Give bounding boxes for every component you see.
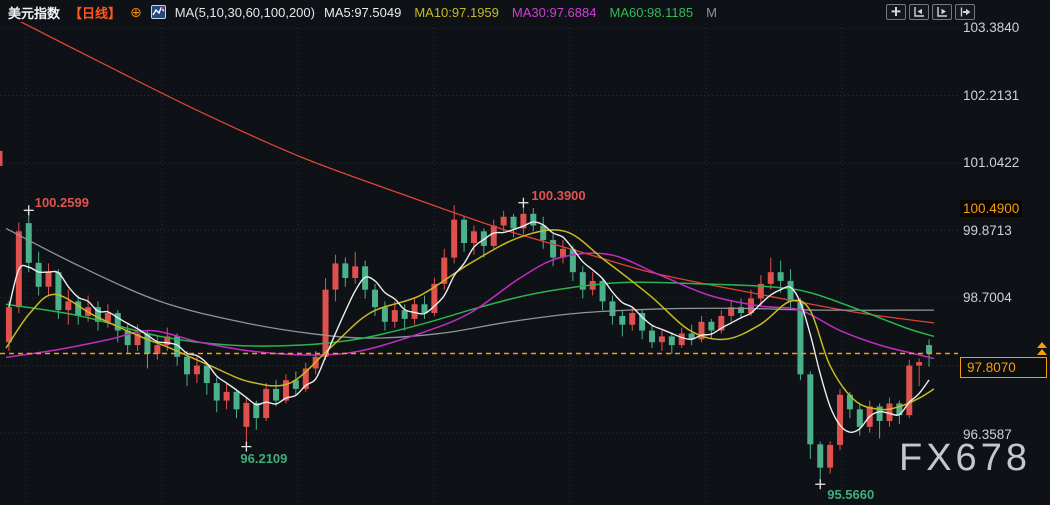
watermark: FX678 [899, 437, 1031, 479]
ma-value: MA30:97.6884 [511, 4, 597, 20]
price-tick-label: 96.3587 [963, 427, 1012, 442]
pan-tool-icon[interactable] [886, 4, 906, 20]
price-tick-label: 102.2131 [963, 87, 1020, 103]
chart-toolbar [886, 4, 975, 20]
low-price-annotation: 96.2109 [240, 450, 288, 466]
price-tick-label: 103.3840 [963, 20, 1020, 35]
scroll-to-latest-icon[interactable] [1037, 342, 1047, 356]
low-price-annotation: 95.5660 [827, 487, 875, 503]
ma-value: MA5:97.5049 [323, 4, 402, 20]
price-tick-label: 99.8713 [963, 222, 1012, 238]
indicator-chart-icon[interactable] [150, 5, 166, 19]
scale-axis-left-icon[interactable] [909, 4, 929, 20]
period-tag: 【日线】 [69, 5, 122, 21]
ma-value: MA60:98.1185 [609, 4, 694, 20]
indicator-label: MA(5,10,30,60,100,200) [174, 4, 315, 20]
ma-value: MA10:97.1959 [414, 4, 499, 20]
price-tick-label: 101.0422 [963, 155, 1020, 170]
high-price-annotation: 100.3900 [531, 187, 586, 203]
go-to-latest-icon[interactable] [955, 4, 975, 20]
price-tick-label: 98.7004 [963, 290, 1012, 305]
up-triangle-icon [1037, 349, 1047, 355]
current-price-box: 97.8070 [960, 356, 1047, 378]
high-price-annotation: 100.2599 [34, 195, 89, 211]
up-triangle-icon [1037, 342, 1047, 348]
price-level-label: 100.4900 [960, 200, 1023, 217]
symbol-title: 美元指数 [8, 5, 61, 21]
scale-axis-right-icon[interactable] [932, 4, 952, 20]
chart-header: 美元指数 【日线】 ⊕ MA(5,10,30,60,100,200) MA5:9… [8, 3, 717, 21]
ma-value: M [706, 4, 717, 20]
ma-value-readouts: MA5:97.5049 MA10:97.1959 MA30:97.6884 MA60:… [324, 5, 717, 20]
collapse-indicator-icon[interactable]: ⊕ [130, 4, 142, 20]
